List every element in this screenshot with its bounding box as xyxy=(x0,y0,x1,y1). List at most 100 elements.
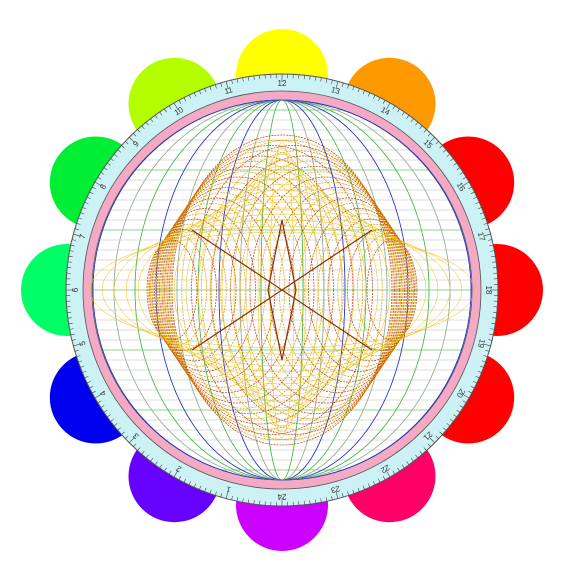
ring-tick xyxy=(415,454,419,459)
ring-tick xyxy=(150,118,154,122)
hour-label: 17 xyxy=(476,231,487,242)
spiro-loop xyxy=(308,208,410,372)
ring-tick xyxy=(483,222,488,225)
ring-tick xyxy=(485,349,490,352)
spiro-loop xyxy=(137,207,427,373)
hour-label: 2 xyxy=(174,463,183,473)
ring-tick xyxy=(68,255,73,258)
ring-tick xyxy=(137,129,141,133)
ring-tick xyxy=(362,485,365,490)
ring-tick xyxy=(491,322,496,325)
ring-tick xyxy=(82,370,87,373)
ring-tick xyxy=(107,162,111,166)
ring-tick xyxy=(401,464,405,469)
ring-tick xyxy=(70,333,75,336)
ring-tick xyxy=(357,487,360,492)
ring-tick xyxy=(450,418,454,422)
ring-tick xyxy=(141,451,145,455)
ring-tick xyxy=(129,436,136,443)
ring-tick xyxy=(242,498,244,503)
spiro-loop xyxy=(269,187,405,393)
spiro-loop xyxy=(288,197,408,383)
ring-tick xyxy=(154,115,158,119)
ring-tick xyxy=(314,76,317,81)
spiro-loop xyxy=(230,166,400,414)
spiro-loop xyxy=(347,229,415,351)
spiro-loop xyxy=(209,171,355,409)
hour-label: 18 xyxy=(484,286,493,295)
ring-tick xyxy=(76,222,81,225)
ring-tick xyxy=(82,207,87,210)
spiro-loop xyxy=(154,208,256,372)
ring-tick xyxy=(352,86,355,91)
ring-tick xyxy=(69,328,74,330)
ring-tick xyxy=(406,115,410,119)
ring-tick xyxy=(133,443,137,447)
ring-tick xyxy=(214,84,217,89)
ring-tick xyxy=(435,141,439,145)
ring-tick xyxy=(173,469,179,478)
ring-tick xyxy=(410,118,414,122)
ring-tick xyxy=(173,102,179,111)
ring-tick xyxy=(335,81,339,90)
spiro-loop xyxy=(269,141,295,439)
ring-tick xyxy=(314,499,317,504)
hour-label: 3 xyxy=(131,431,141,441)
ring-tick xyxy=(475,375,480,379)
ring-tick xyxy=(78,360,83,363)
ring-tick xyxy=(427,133,431,137)
ring-tick xyxy=(125,141,129,145)
ring-tick xyxy=(473,196,478,200)
ring-tick xyxy=(68,322,73,325)
ring-tick xyxy=(188,481,192,486)
ring-tick xyxy=(456,167,461,171)
ring-tick xyxy=(468,186,472,190)
ring-tick xyxy=(347,84,350,89)
ring-tick xyxy=(117,427,121,431)
ring-tick xyxy=(225,81,229,90)
spiro-loop xyxy=(164,166,334,414)
ring-tick xyxy=(392,105,396,110)
ring-tick xyxy=(461,393,470,399)
ring-tick xyxy=(320,77,322,82)
ring-tick xyxy=(341,82,344,87)
ring-tick xyxy=(145,121,149,126)
ring-tick xyxy=(94,393,103,399)
spiro-loop xyxy=(155,202,266,378)
ring-tick xyxy=(159,464,163,469)
ring-tick xyxy=(154,461,158,465)
spiro-loop xyxy=(356,234,417,346)
hour-label: 7 xyxy=(78,233,88,240)
ring-tick xyxy=(178,476,182,480)
ring-tick xyxy=(367,92,371,97)
ring-tick xyxy=(397,108,400,113)
ring-tick xyxy=(159,111,163,116)
spiro-pattern xyxy=(89,134,475,446)
ring-tick xyxy=(89,191,94,195)
hour-label: 5 xyxy=(78,340,88,347)
spiro-loop xyxy=(197,177,367,403)
ring-tick xyxy=(320,498,322,503)
ring-tick xyxy=(164,108,167,113)
ring-tick xyxy=(309,75,311,80)
ring-tick xyxy=(164,467,167,472)
ring-tick xyxy=(325,78,328,83)
ring-tick xyxy=(362,90,365,95)
ring-tick xyxy=(86,380,91,384)
ring-tick xyxy=(76,355,81,358)
hour-label: 13 xyxy=(330,85,341,96)
spiro-loop xyxy=(169,145,373,435)
ring-tick xyxy=(401,111,405,116)
ring-tick xyxy=(489,244,494,247)
spiro-loop xyxy=(245,153,319,427)
spiro-loop xyxy=(298,202,409,378)
spiro-star xyxy=(191,219,373,361)
ring-tick xyxy=(137,447,141,451)
ring-tick xyxy=(443,427,447,431)
ring-tick xyxy=(423,447,427,451)
ring-tick xyxy=(423,129,427,133)
spiro-loop xyxy=(151,218,237,362)
ring-tick xyxy=(439,145,443,149)
hour-label: 4 xyxy=(98,389,108,398)
